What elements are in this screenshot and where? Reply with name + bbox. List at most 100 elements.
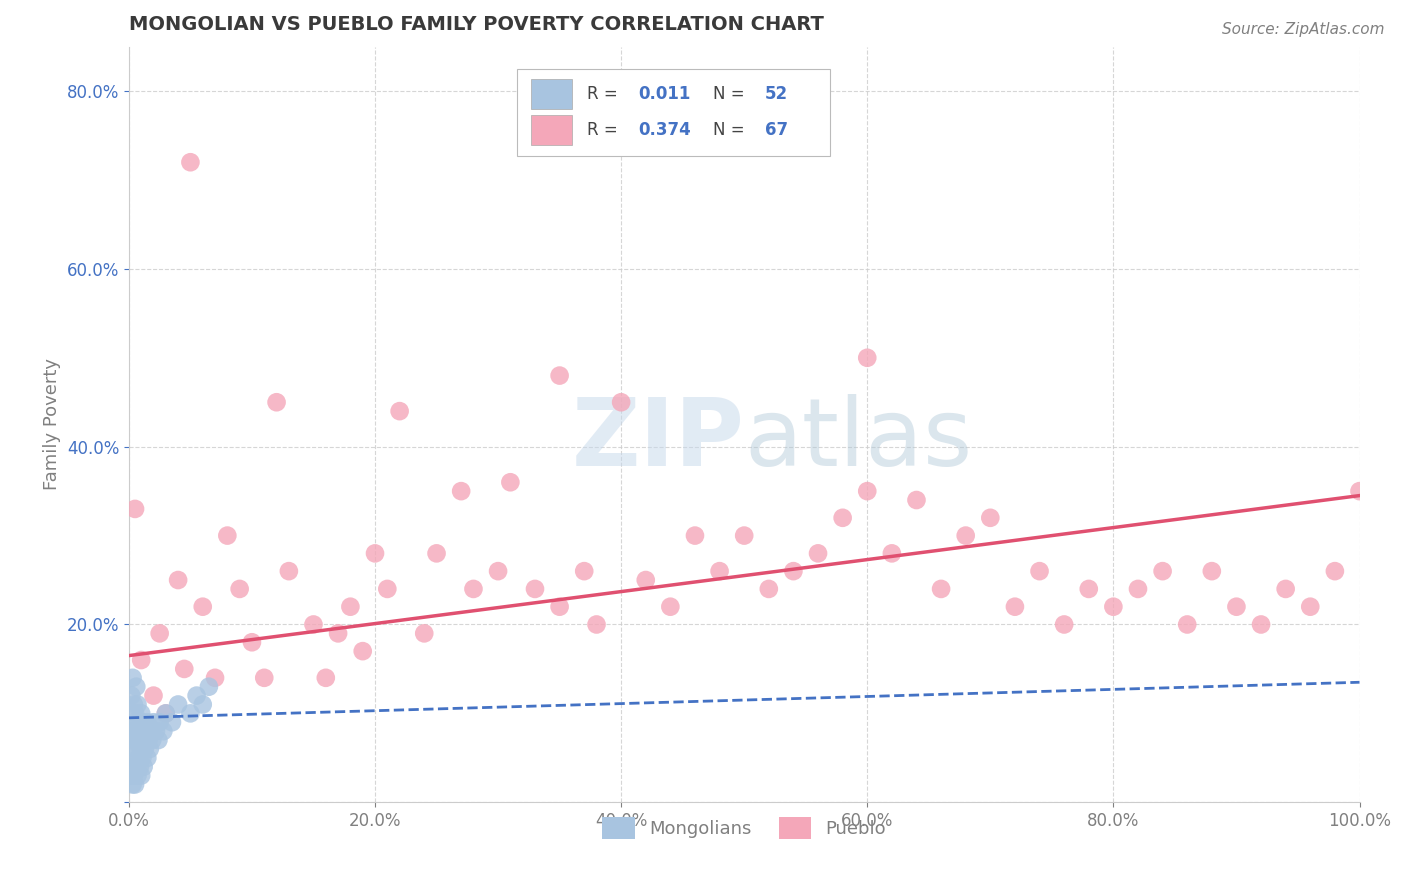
Point	[120, 724, 142, 739]
Point	[128, 751, 150, 765]
Point	[807, 546, 830, 560]
Point	[574, 564, 596, 578]
Point	[125, 760, 148, 774]
Point	[179, 155, 201, 169]
Text: N =: N =	[713, 86, 751, 103]
Point	[127, 733, 149, 747]
Point	[979, 511, 1001, 525]
Point	[1323, 564, 1346, 578]
Point	[129, 653, 152, 667]
Point	[326, 626, 349, 640]
Point	[499, 475, 522, 490]
Point	[120, 769, 142, 783]
Point	[782, 564, 804, 578]
Point	[198, 680, 221, 694]
Point	[1175, 617, 1198, 632]
Point	[129, 742, 152, 756]
Text: Source: ZipAtlas.com: Source: ZipAtlas.com	[1222, 22, 1385, 37]
Point	[129, 724, 152, 739]
Point	[856, 351, 879, 365]
Point	[121, 777, 143, 791]
Point	[139, 742, 162, 756]
Point	[135, 724, 157, 739]
Point	[132, 733, 155, 747]
Point	[142, 715, 165, 730]
Point	[129, 706, 152, 721]
Point	[1250, 617, 1272, 632]
Point	[131, 751, 153, 765]
Point	[315, 671, 337, 685]
Point	[129, 760, 152, 774]
Text: 67: 67	[765, 120, 789, 139]
Point	[145, 724, 167, 739]
Legend: Mongolians, Pueblo: Mongolians, Pueblo	[595, 810, 893, 847]
Point	[186, 689, 208, 703]
FancyBboxPatch shape	[531, 115, 572, 145]
Point	[1126, 582, 1149, 596]
Point	[160, 715, 183, 730]
Point	[524, 582, 547, 596]
Text: 0.011: 0.011	[638, 86, 690, 103]
Point	[831, 511, 853, 525]
Point	[228, 582, 250, 596]
Point	[127, 698, 149, 712]
Point	[1201, 564, 1223, 578]
Point	[425, 546, 447, 560]
Point	[141, 733, 163, 747]
Point	[155, 706, 177, 721]
Point	[148, 733, 170, 747]
Point	[610, 395, 633, 409]
Point	[120, 733, 142, 747]
Point	[122, 698, 145, 712]
Point	[125, 724, 148, 739]
Text: 52: 52	[765, 86, 789, 103]
Point	[149, 715, 172, 730]
Point	[634, 573, 657, 587]
Point	[585, 617, 607, 632]
Y-axis label: Family Poverty: Family Poverty	[44, 359, 60, 491]
Point	[548, 368, 571, 383]
Point	[302, 617, 325, 632]
Point	[167, 698, 190, 712]
Point	[486, 564, 509, 578]
Point	[191, 599, 214, 614]
Point	[733, 528, 755, 542]
Point	[136, 715, 159, 730]
Point	[152, 724, 174, 739]
Point	[124, 777, 146, 791]
Point	[155, 706, 177, 721]
Point	[120, 760, 142, 774]
Point	[880, 546, 903, 560]
Point	[191, 698, 214, 712]
Point	[548, 599, 571, 614]
Text: R =: R =	[586, 120, 623, 139]
FancyBboxPatch shape	[531, 79, 572, 110]
Point	[125, 680, 148, 694]
Point	[253, 671, 276, 685]
Point	[905, 493, 928, 508]
Point	[129, 769, 152, 783]
Point	[122, 733, 145, 747]
Point	[1053, 617, 1076, 632]
Point	[1102, 599, 1125, 614]
Point	[122, 769, 145, 783]
Point	[121, 751, 143, 765]
Point	[339, 599, 361, 614]
FancyBboxPatch shape	[516, 70, 831, 156]
Point	[1225, 599, 1247, 614]
Point	[131, 715, 153, 730]
Point	[139, 724, 162, 739]
Point	[167, 573, 190, 587]
Point	[1077, 582, 1099, 596]
Point	[240, 635, 263, 649]
Point	[149, 626, 172, 640]
Point	[352, 644, 374, 658]
Point	[1004, 599, 1026, 614]
Point	[1152, 564, 1174, 578]
Point	[463, 582, 485, 596]
Point	[709, 564, 731, 578]
Point	[413, 626, 436, 640]
Point	[1028, 564, 1050, 578]
Point	[1274, 582, 1296, 596]
Point	[204, 671, 226, 685]
